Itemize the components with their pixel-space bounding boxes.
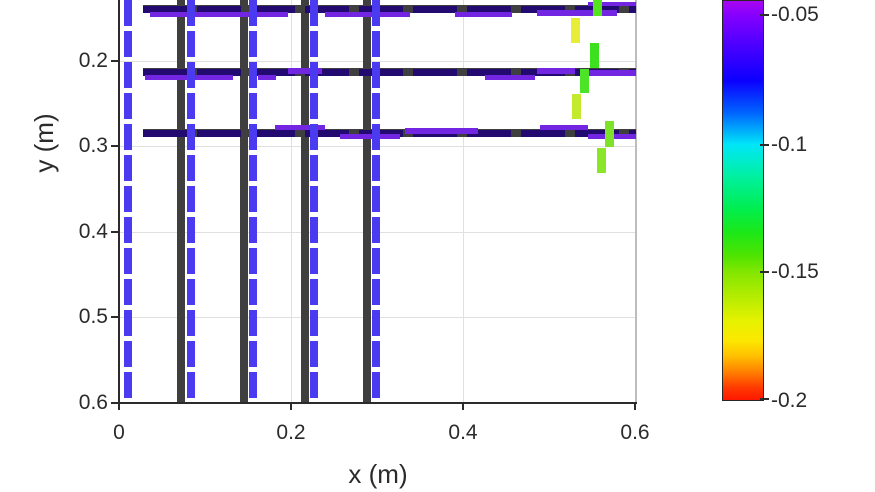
y-tick (111, 145, 118, 147)
x-tick-label: 0.6 (620, 421, 650, 444)
x-tick-label: 0 (113, 421, 125, 444)
y-tick (111, 316, 118, 318)
scan-row-violet-segment (588, 2, 636, 6)
scan-row-violet-segment (588, 70, 636, 76)
scan-line-blue-vertical (187, 0, 195, 403)
x-tick-label: 0.2 (276, 421, 306, 444)
scan-dash-green (572, 94, 581, 119)
scan-row-violet-segment (455, 12, 512, 17)
x-axis-label: x (m) (348, 459, 408, 489)
scan-line-blue-vertical (124, 0, 132, 403)
maze-wall-vertical (177, 0, 185, 403)
maze-wall-vertical (363, 0, 371, 403)
scan-row-violet-segment (537, 10, 617, 16)
axis-spine-right (635, 0, 637, 403)
y-tick-label: 0.4 (78, 220, 108, 243)
colorbar-tick-label: -0.1 (771, 133, 808, 156)
axis-spine-left (118, 0, 120, 404)
scan-row-violet-segment (150, 12, 288, 17)
scan-row-violet-segment (540, 125, 588, 130)
maze-wall-vertical (240, 0, 248, 403)
scan-row-violet-segment (258, 75, 276, 80)
y-tick (111, 60, 118, 62)
scan-row-violet-segment (275, 125, 325, 130)
colorbar-tick (760, 14, 769, 16)
maze-wall-vertical (301, 0, 309, 403)
scan-row-violet-segment (288, 68, 322, 74)
scan-line-blue-vertical (310, 0, 318, 403)
y-tick-label: 0.5 (78, 305, 108, 328)
gridline-vertical (291, 0, 292, 403)
scan-row-dark-dashed (143, 6, 636, 13)
scan-dash-green (605, 121, 614, 147)
gridline-vertical (463, 0, 464, 403)
scan-row-violet-segment (325, 12, 410, 17)
scan-line-blue-vertical (249, 0, 257, 403)
scan-dash-green (580, 69, 589, 93)
y-tick (111, 402, 118, 404)
x-tick (118, 403, 120, 410)
colorbar (722, 0, 764, 401)
scan-row-dark-dashed (143, 130, 636, 137)
scan-dash-green (590, 43, 599, 68)
scan-row-dark-dashed (143, 69, 636, 76)
y-tick-label: 0.6 (78, 391, 108, 414)
axis-spine-bottom (118, 402, 637, 404)
scan-row-violet-segment (405, 128, 478, 134)
colorbar-tick (760, 398, 769, 400)
x-tick (634, 403, 636, 410)
x-tick (290, 403, 292, 410)
scan-line-blue-vertical (372, 0, 380, 403)
scan-row-violet-segment (537, 68, 575, 74)
x-tick (462, 403, 464, 410)
colorbar-tick-label: -0.15 (771, 260, 819, 283)
scan-dash-green (597, 148, 606, 173)
y-tick (111, 231, 118, 233)
y-tick-label: 0.2 (78, 49, 108, 72)
scan-row-violet-segment (485, 75, 535, 80)
colorbar-tick (760, 144, 769, 146)
x-tick-label: 0.4 (448, 421, 478, 444)
scan-dash-green (571, 18, 580, 43)
scan-dash-green (593, 0, 602, 16)
colorbar-tick-label: -0.05 (771, 3, 819, 26)
y-axis-label: y (m) (29, 113, 59, 173)
scan-row-violet-segment (340, 134, 400, 139)
y-tick-label: 0.3 (78, 134, 108, 157)
colorbar-tick-label: -0.2 (771, 389, 808, 412)
colorbar-gradient (723, 1, 763, 400)
colorbar-tick (760, 271, 769, 273)
